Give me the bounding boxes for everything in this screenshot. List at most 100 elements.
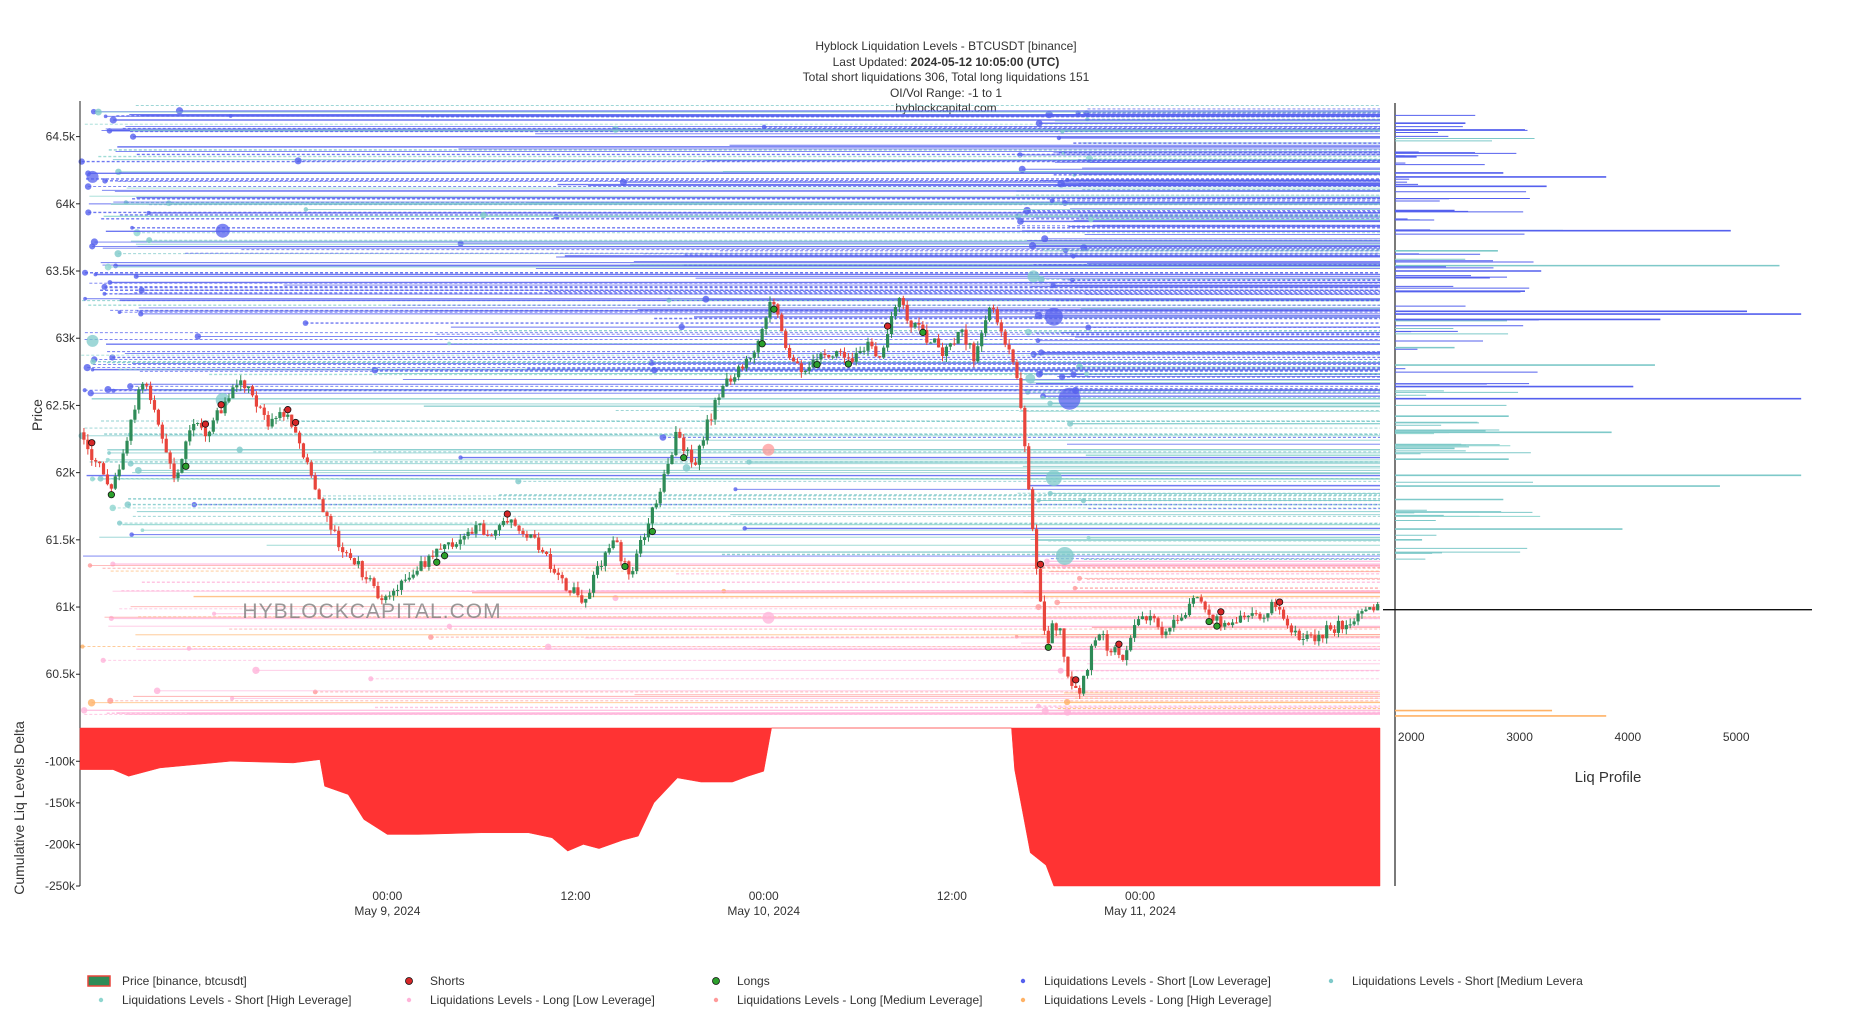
liq-level-dot bbox=[102, 291, 107, 296]
longs-marker bbox=[680, 454, 688, 462]
liq-level-bubble bbox=[762, 443, 775, 456]
candle-body bbox=[976, 346, 980, 362]
candle-body bbox=[427, 555, 431, 567]
candle-body bbox=[211, 420, 215, 432]
candle-body bbox=[897, 297, 901, 308]
candle-body bbox=[392, 590, 396, 596]
candle-body bbox=[313, 475, 317, 490]
candle-body bbox=[576, 587, 580, 596]
legend-dot-swatch bbox=[1020, 997, 1026, 1003]
liq-level-dot bbox=[1063, 698, 1071, 706]
candle-body bbox=[525, 534, 529, 538]
liq-level-dot bbox=[83, 363, 91, 372]
candle-body bbox=[905, 304, 909, 321]
candle-body bbox=[701, 440, 705, 446]
legend-item[interactable]: Liquidations Levels - Long [High Leverag… bbox=[1020, 993, 1272, 1007]
candle-body bbox=[1148, 615, 1152, 621]
candle-body bbox=[1223, 622, 1227, 627]
candle-body bbox=[493, 530, 498, 536]
candle-body bbox=[1019, 378, 1023, 408]
candle-body bbox=[552, 569, 556, 573]
liq-level-dot bbox=[104, 385, 112, 393]
legend-item[interactable]: Liquidations Levels - Short [Medium Leve… bbox=[1328, 974, 1583, 988]
candle-body bbox=[1191, 597, 1195, 604]
legend-marker-swatch bbox=[405, 977, 413, 985]
legend-item[interactable]: Liquidations Levels - Short [High Levera… bbox=[98, 993, 352, 1007]
candle-body bbox=[980, 333, 984, 347]
liq-level-dot bbox=[515, 478, 522, 485]
liq-level-dot bbox=[303, 207, 309, 212]
candle-body bbox=[90, 449, 94, 461]
candle-body bbox=[439, 548, 443, 550]
candle-body bbox=[1317, 634, 1321, 642]
candle-body bbox=[784, 331, 788, 348]
liq-level-bubble bbox=[86, 334, 99, 347]
legend-item[interactable]: Price [binance, btcusdt] bbox=[87, 974, 247, 988]
candle-body bbox=[1031, 489, 1035, 530]
candle-body bbox=[101, 463, 106, 475]
candle-body bbox=[1125, 650, 1129, 660]
candle-body bbox=[874, 346, 878, 357]
candle-body bbox=[1015, 362, 1019, 379]
candle-body bbox=[1085, 670, 1090, 676]
candle-body bbox=[689, 449, 694, 463]
liq-level-dot bbox=[746, 459, 752, 465]
candle-body bbox=[1187, 603, 1192, 616]
candle-body bbox=[325, 512, 329, 517]
legend-label: Liquidations Levels - Long [Low Leverage… bbox=[430, 993, 655, 1007]
last-updated-label: Last Updated: bbox=[833, 55, 908, 69]
candle-body bbox=[1054, 623, 1058, 631]
legend-item[interactable]: Liquidations Levels - Long [Medium Lever… bbox=[713, 993, 983, 1007]
longs-marker bbox=[770, 305, 778, 313]
profile-tick-label: 4000 bbox=[1615, 730, 1642, 744]
liq-level-bubble bbox=[1045, 470, 1062, 486]
candle-body bbox=[517, 525, 521, 531]
candle-body bbox=[674, 431, 678, 456]
candle-body bbox=[399, 580, 404, 590]
time-tick-date: May 11, 2024 bbox=[1104, 904, 1176, 918]
candle-body bbox=[301, 443, 306, 458]
candle-body bbox=[395, 589, 400, 591]
liq-level-dot bbox=[1065, 178, 1070, 183]
candle-body bbox=[105, 474, 110, 485]
liq-level-dot bbox=[111, 388, 116, 393]
legend-item[interactable]: Longs bbox=[712, 974, 770, 988]
site-link[interactable]: hyblockcapital.com bbox=[895, 101, 996, 115]
candle-body bbox=[82, 432, 86, 440]
candle-body bbox=[364, 577, 368, 580]
liq-level-dot bbox=[134, 466, 142, 474]
candle-body bbox=[627, 561, 631, 575]
candle-body bbox=[1289, 625, 1293, 633]
candle-body bbox=[1219, 616, 1223, 627]
liq-level-dot bbox=[101, 283, 108, 290]
candle-body bbox=[423, 561, 427, 567]
candle-body bbox=[854, 352, 858, 362]
candle-body bbox=[1270, 601, 1274, 614]
candle-body bbox=[670, 455, 674, 464]
legend-label: Price [binance, btcusdt] bbox=[122, 974, 247, 988]
candle-body bbox=[1027, 446, 1031, 490]
liq-level-dot bbox=[1023, 206, 1031, 215]
candle-body bbox=[537, 537, 541, 550]
candle-body bbox=[1003, 331, 1007, 345]
candle-body bbox=[815, 359, 819, 361]
liq-level-dot bbox=[1054, 599, 1061, 606]
legend-candle-swatch bbox=[87, 975, 111, 987]
candle-body bbox=[1168, 627, 1172, 632]
candle-body bbox=[936, 338, 941, 348]
legend-item[interactable]: Liquidations Levels - Short [Low Leverag… bbox=[1020, 974, 1271, 988]
longs-marker bbox=[1213, 622, 1221, 630]
candle-body bbox=[384, 596, 388, 601]
profile-tick-label: 2000 bbox=[1398, 730, 1425, 744]
candle-body bbox=[1336, 620, 1341, 633]
candle-body bbox=[513, 519, 517, 526]
candle-body bbox=[278, 412, 282, 418]
candle-body bbox=[1023, 407, 1027, 447]
liq-level-dot bbox=[659, 433, 667, 441]
candle-body bbox=[458, 539, 462, 545]
candle-body bbox=[121, 453, 125, 470]
legend-item[interactable]: Shorts bbox=[405, 974, 465, 988]
candle-body bbox=[117, 469, 121, 477]
legend-item[interactable]: Liquidations Levels - Long [Low Leverage… bbox=[406, 993, 655, 1007]
legend-dot-swatch bbox=[713, 997, 719, 1003]
